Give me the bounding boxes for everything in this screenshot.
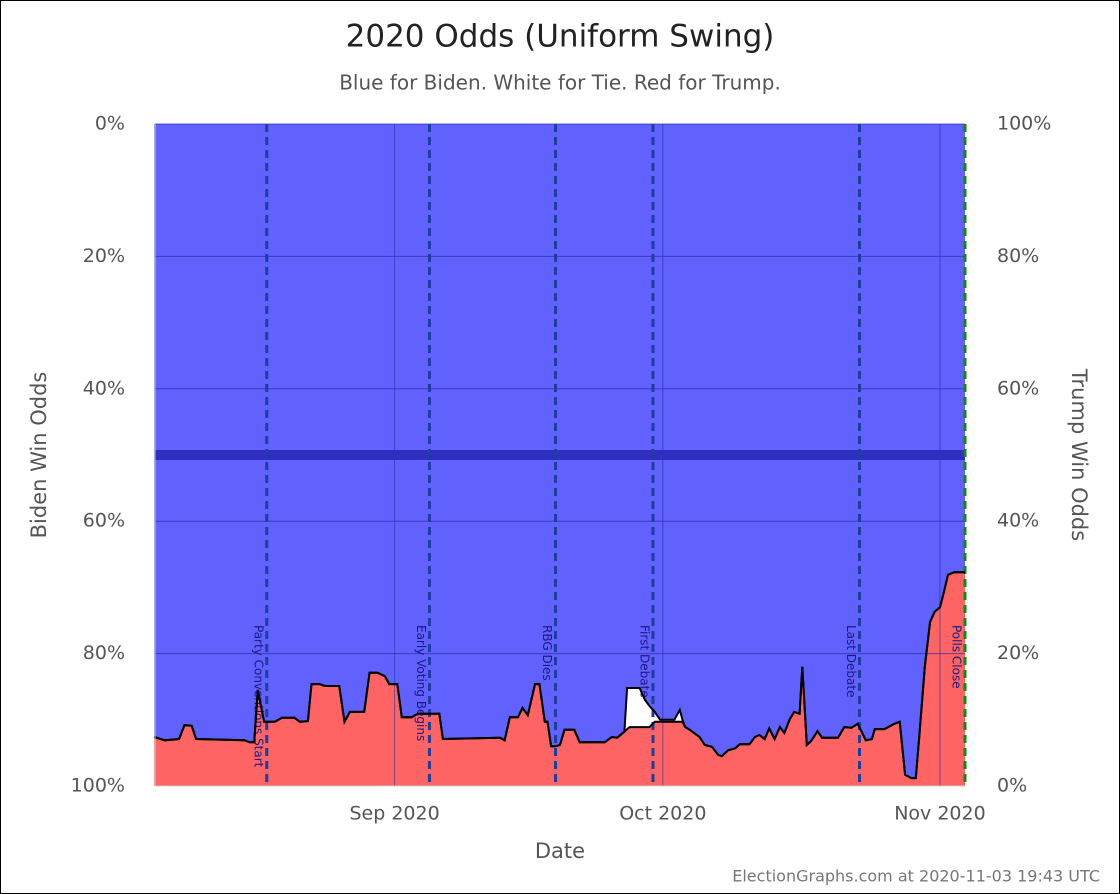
y2-tick-label: 80% [997, 245, 1039, 267]
y-tick-label: 40% [83, 377, 125, 399]
y-axis-label: Biden Win Odds [27, 372, 51, 539]
y2-tick-label: 100% [997, 113, 1051, 135]
x-axis-label: Date [535, 839, 585, 863]
y2-tick-label: 60% [997, 377, 1039, 399]
x-tick-label: Sep 2020 [349, 803, 439, 825]
y-tick-label: 0% [95, 113, 125, 135]
y-tick-label: 100% [71, 775, 125, 797]
y2-tick-label: 0% [997, 775, 1027, 797]
chart-title: 2020 Odds (Uniform Swing) [346, 19, 775, 55]
y2-tick-label: 20% [997, 642, 1039, 664]
y2-tick-label: 40% [997, 510, 1039, 532]
event-label: First Debate [637, 625, 651, 698]
event-label: Early Voting Begins [414, 625, 428, 741]
y-tick-label: 20% [83, 245, 125, 267]
x-tick-label: Nov 2020 [894, 803, 985, 825]
footer: ElectionGraphs.com at 2020-11-03 19:43 U… [732, 867, 1100, 886]
chart-subtitle: Blue for Biden. White for Tie. Red for T… [339, 71, 781, 95]
event-label: RBG Dies [540, 625, 554, 681]
odds-line [153, 571, 965, 780]
event-label: Polls Close [950, 625, 964, 689]
event-label: Last Debate [844, 625, 858, 698]
y2-axis-label: Trump Win Odds [1067, 368, 1091, 541]
x-tick-label: Oct 2020 [619, 803, 706, 825]
odds-area [154, 572, 966, 786]
y-tick-label: 80% [83, 642, 125, 664]
y-tick-label: 60% [83, 510, 125, 532]
